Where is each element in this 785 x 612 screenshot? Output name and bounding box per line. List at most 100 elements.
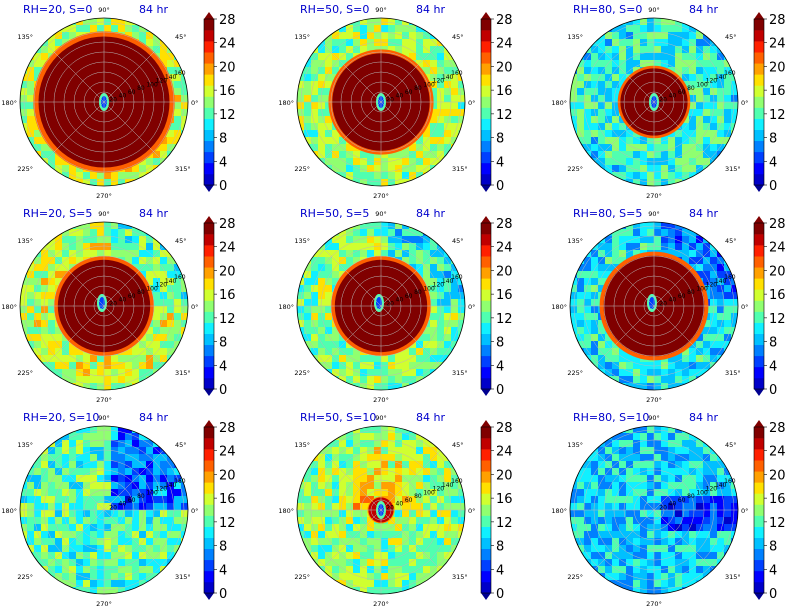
colorbar-segment xyxy=(204,504,214,516)
colorbar-tick-label: 12 xyxy=(769,312,785,327)
colorbar-segment xyxy=(481,570,491,583)
colorbar-tick-label: 16 xyxy=(769,84,785,99)
angle-tick-label: 90° xyxy=(375,414,387,422)
angle-tick-label: 135° xyxy=(17,237,33,245)
colorbar-tick-label: 4 xyxy=(496,359,504,374)
grid-spoke xyxy=(653,42,714,103)
colorbar-extend-max xyxy=(754,420,764,427)
colorbar-tick-label: 8 xyxy=(769,336,777,351)
colorbar-segment xyxy=(481,74,491,86)
colorbar-extend-min xyxy=(204,593,214,600)
colorbar-segment xyxy=(481,289,491,301)
grid-spoke xyxy=(321,101,382,162)
colorbar-segment xyxy=(481,366,491,379)
angle-tick-label: 180° xyxy=(551,303,567,311)
angle-tick-label: 270° xyxy=(646,192,662,200)
colorbar-segment xyxy=(204,333,214,346)
angle-tick-label: 315° xyxy=(725,573,741,581)
colorbar-tick-label: 20 xyxy=(496,468,513,483)
colorbar-tick-label: 12 xyxy=(496,516,513,531)
colorbar-tick-label: 28 xyxy=(219,217,236,232)
colorbar-segment xyxy=(481,427,491,439)
colorbar-segment xyxy=(481,311,491,323)
colorbar-frame xyxy=(753,426,765,594)
colorbar-extend-max xyxy=(204,12,214,19)
radial-tick-label: 80 xyxy=(414,289,422,296)
colorbar-extend-min xyxy=(481,185,491,192)
colorbar-tick-label: 0 xyxy=(496,383,504,398)
angle-tick-label: 90° xyxy=(375,210,387,218)
colorbar-tick-label: 8 xyxy=(496,540,504,555)
radial-tick-label: 80 xyxy=(137,493,145,500)
grid-spoke xyxy=(321,509,382,570)
colorbar-tick-label: 8 xyxy=(769,540,777,555)
colorbar-tick-label: 8 xyxy=(769,132,777,147)
radial-tick-label: 40 xyxy=(669,501,677,508)
radial-tick-label: 80 xyxy=(137,289,145,296)
radial-tick-label: 20 xyxy=(659,504,667,511)
angle-tick-label: 0° xyxy=(191,99,198,107)
radial-tick-label: 60 xyxy=(128,89,136,96)
radial-tick-label: 140 xyxy=(442,74,454,81)
radial-tick-label: 100 xyxy=(423,489,435,496)
angle-tick-label: 45° xyxy=(175,33,187,41)
radial-tick-label: 80 xyxy=(414,493,422,500)
panel-title: RH=20, S=5 xyxy=(23,207,92,220)
colorbar-tick-label: 24 xyxy=(219,37,236,52)
grid-spoke xyxy=(44,246,105,307)
colorbar-tick-label: 20 xyxy=(496,60,513,75)
colorbar-tick-label: 28 xyxy=(769,13,785,28)
colorbar-tick-label: 0 xyxy=(219,587,227,602)
angle-tick-label: 45° xyxy=(452,237,464,245)
angle-tick-label: 0° xyxy=(468,99,475,107)
angle-tick-label: 315° xyxy=(452,369,468,377)
radial-tick-label: 160 xyxy=(724,70,736,77)
colorbar-tick-label: 16 xyxy=(496,288,513,303)
colorbar-segment xyxy=(754,74,764,86)
angle-tick-label: 0° xyxy=(741,99,748,107)
angle-tick-label: 270° xyxy=(373,600,389,608)
colorbar-segment xyxy=(204,438,214,450)
colorbar-segment xyxy=(481,322,491,334)
colorbar-tick-label: 12 xyxy=(219,516,236,531)
colorbar-tick-label: 28 xyxy=(769,421,785,436)
angle-tick-label: 180° xyxy=(1,507,17,515)
angle-tick-label: 315° xyxy=(175,369,191,377)
radial-tick-label: 120 xyxy=(433,282,445,289)
colorbar-segment xyxy=(481,504,491,516)
colorbar-tick-label: 8 xyxy=(219,132,227,147)
panel-time-label: 84 hr xyxy=(139,411,168,424)
colorbar-segment xyxy=(754,559,764,572)
colorbar-segment xyxy=(481,300,491,312)
colorbar-segment xyxy=(204,52,214,64)
grid-spoke xyxy=(44,42,105,103)
radial-tick-label: 20 xyxy=(386,96,394,103)
grid-spoke xyxy=(380,101,441,162)
colorbar-segment xyxy=(481,344,491,357)
colorbar-tick-label: 24 xyxy=(769,241,785,256)
colorbar-segment xyxy=(204,311,214,323)
angle-tick-label: 0° xyxy=(468,303,475,311)
colorbar-segment xyxy=(754,30,764,42)
panel-title: RH=20, S=10 xyxy=(23,411,99,424)
colorbar-tick-label: 24 xyxy=(219,241,236,256)
radial-tick-label: 120 xyxy=(706,78,718,85)
radial-tick-label: 120 xyxy=(433,78,445,85)
angle-tick-label: 45° xyxy=(725,237,737,245)
angle-tick-label: 225° xyxy=(567,369,583,377)
grid-spoke xyxy=(653,305,714,366)
colorbar-segment xyxy=(204,377,214,390)
colorbar-frame xyxy=(753,18,765,186)
colorbar-segment xyxy=(481,173,491,186)
colorbar-segment xyxy=(754,526,764,538)
angle-tick-label: 45° xyxy=(175,237,187,245)
grid-spoke xyxy=(103,305,164,366)
colorbar: 28 24 20 16 12 8 4 0 xyxy=(753,216,785,398)
colorbar-tick-label: 24 xyxy=(769,37,785,52)
radial-tick-label: 60 xyxy=(678,293,686,300)
colorbar-frame xyxy=(203,222,215,390)
colorbar-segment xyxy=(754,471,764,483)
panel-title: RH=50, S=10 xyxy=(300,411,376,424)
polar-frame xyxy=(19,425,189,595)
radial-tick-label: 120 xyxy=(156,78,168,85)
